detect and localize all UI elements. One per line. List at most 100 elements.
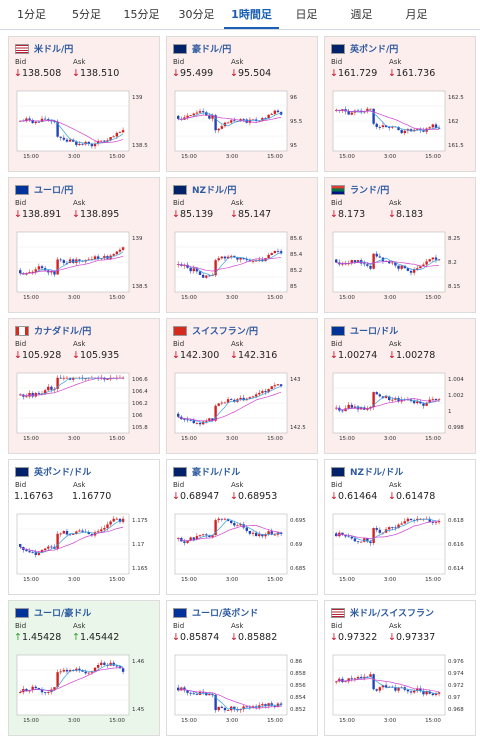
pair-link[interactable]: 英ポンド/ドル: [34, 468, 92, 478]
pair-link[interactable]: ランド/円: [350, 186, 390, 196]
mini-chart[interactable]: 96 95.5 95 15:00 3:00 15:00: [173, 89, 311, 161]
candle: [403, 130, 406, 134]
ask-price: ↓138.510: [72, 68, 130, 79]
rate-card[interactable]: 米ドル/スイスフラン Bid Ask ↓0.97322 ↓0.97337 0.976 0.9…: [324, 600, 476, 736]
pair-link[interactable]: ユーロ/円: [34, 186, 74, 196]
eu-flag-icon: [173, 607, 187, 618]
prices: ↓138.508 ↓138.510: [14, 68, 130, 79]
candle: [214, 260, 217, 276]
tab-0[interactable]: 1分足: [17, 8, 46, 21]
mini-chart[interactable]: 1.004 1.002 1 0.998 15:00 3:00 15:00: [331, 371, 469, 443]
candle: [198, 535, 202, 537]
pair-link[interactable]: ユーロ/ドル: [350, 327, 399, 337]
bid-ask-labels: Bid Ask: [331, 622, 447, 630]
card-title: 米ドル/スイスフラン: [331, 606, 434, 619]
candle: [75, 259, 78, 263]
mini-chart[interactable]: 0.86 0.858 0.856 0.854 0.852 15:00 3:00 15:00: [173, 653, 311, 725]
rate-card[interactable]: 豪ドル/ドル Bid Ask ↓0.68947 ↓0.68953 0.695 0.69 0.6…: [166, 459, 318, 595]
pair-link[interactable]: 豪ドル/円: [192, 45, 232, 55]
rate-card[interactable]: スイスフラン/円 Bid Ask ↓142.300 ↓142.316 143 142.5 15…: [166, 318, 318, 454]
bid-label: Bid: [173, 481, 185, 489]
candle: [388, 127, 391, 128]
rate-card[interactable]: ユーロ/ドル Bid Ask ↓1.00274 ↓1.00278 1.004 1.002 1 0…: [324, 318, 476, 454]
rate-card[interactable]: 英ポンド/円 Bid Ask ↓161.729 ↓161.736 162.5 162 161.…: [324, 36, 476, 172]
rate-card[interactable]: ユーロ/豪ドル Bid Ask ↑1.45428 ↑1.45442 1.46 1.45 15:…: [8, 600, 160, 736]
tab-1[interactable]: 5分足: [72, 8, 101, 21]
rate-card[interactable]: NZドル/円 Bid Ask ↓85.139 ↓85.147 85.6 85.4 85.2 85…: [166, 177, 318, 313]
candle: [279, 384, 283, 387]
candle: [90, 143, 94, 147]
candle: [198, 271, 202, 275]
tab-2[interactable]: 15分足: [123, 8, 160, 21]
bid-ask-labels: Bid Ask: [15, 58, 131, 66]
mini-chart[interactable]: 1.46 1.45 15:00 3:00 15:00: [15, 653, 153, 725]
candle: [434, 522, 438, 524]
candle: [394, 262, 397, 266]
candle: [121, 247, 125, 250]
rate-card[interactable]: ユーロ/円 Bid Ask ↓138.891 ↓138.895 139 138.5 15:00…: [8, 177, 160, 313]
tab-7[interactable]: 月足: [405, 8, 428, 21]
mini-chart[interactable]: 0.976 0.974 0.972 0.97 0.968 15:00 3:00 15:00: [331, 653, 469, 725]
tab-4[interactable]: 1時間足: [224, 0, 279, 29]
x-tick-label: 15:00: [339, 436, 355, 442]
pair-link[interactable]: NZドル/ドル: [350, 468, 404, 478]
candle: [251, 260, 255, 262]
candle: [363, 263, 366, 265]
x-tick-label: 3:00: [68, 295, 81, 301]
y-tick-label: 0.614: [448, 566, 464, 572]
candle: [419, 401, 422, 404]
rate-card[interactable]: ユーロ/英ポンド Bid Ask ↓0.85874 ↓0.85882 0.86 0.858 0…: [166, 600, 318, 736]
rate-card[interactable]: ランド/円 Bid Ask ↓8.173 ↓8.183 8.25 8.2 8.15 15:00 3…: [324, 177, 476, 313]
y-tick-label: 96: [290, 95, 297, 101]
candle: [397, 524, 400, 529]
pair-link[interactable]: 豪ドル/ドル: [192, 468, 241, 478]
mini-chart[interactable]: 0.618 0.616 0.614 15:00 3:00 15:00: [331, 512, 469, 584]
rate-card[interactable]: 豪ドル/円 Bid Ask ↓95.499 ↓95.504 96 95.5 95 15:00 3:…: [166, 36, 318, 172]
candle: [68, 534, 72, 536]
candle: [109, 521, 112, 525]
pair-link[interactable]: 米ドル/スイスフラン: [350, 609, 435, 619]
mini-chart[interactable]: 106.6 106.4 106.2 106 105.8 15:00 3:00 15:00: [15, 371, 153, 443]
mini-chart[interactable]: 1.175 1.17 1.165 15:00 3:00 15:00: [15, 512, 153, 584]
pair-link[interactable]: カナダドル/円: [34, 327, 92, 337]
candle: [118, 666, 122, 669]
candle: [96, 141, 100, 144]
pair-link[interactable]: NZドル/円: [192, 186, 237, 196]
pair-link[interactable]: スイスフラン/円: [192, 327, 259, 337]
candle: [226, 256, 230, 259]
mini-chart[interactable]: 162.5 162 161.5 15:00 3:00 15:00: [331, 89, 469, 161]
mini-chart[interactable]: 143 142.5 15:00 3:00 15:00: [173, 371, 311, 443]
candle: [37, 392, 41, 394]
rate-card[interactable]: カナダドル/円 Bid Ask ↓105.928 ↓105.935 106.6 106.4 1…: [8, 318, 160, 454]
rate-card[interactable]: 米ドル/円 Bid Ask ↓138.508 ↓138.510 139 138.5 15:00…: [8, 36, 160, 172]
pair-link[interactable]: 英ポンド/円: [350, 45, 399, 55]
pair-link[interactable]: ユーロ/英ポンド: [192, 609, 259, 619]
ask-label: Ask: [389, 622, 402, 630]
us-flag-icon: [331, 607, 345, 618]
candle: [425, 261, 428, 265]
candle: [397, 687, 400, 691]
mini-chart[interactable]: 85.6 85.4 85.2 85 15:00 3:00 15:00: [173, 230, 311, 302]
pair-link[interactable]: 米ドル/円: [34, 45, 74, 55]
candle: [391, 126, 394, 128]
bid-label: Bid: [173, 340, 185, 348]
moving-average-line: [178, 114, 282, 123]
pair-link[interactable]: ユーロ/豪ドル: [34, 609, 92, 619]
tab-6[interactable]: 週足: [350, 8, 373, 21]
candle: [201, 274, 205, 278]
rate-card[interactable]: 英ポンド/ドル Bid Ask 1.16763 1.16770 1.175 1.17 1.16…: [8, 459, 160, 595]
candle: [347, 536, 350, 538]
candle: [248, 397, 252, 399]
tab-3[interactable]: 30分足: [178, 8, 215, 21]
mini-chart[interactable]: 8.25 8.2 8.15 15:00 3:00 15:00: [331, 230, 469, 302]
candle: [233, 523, 236, 526]
ask-label: Ask: [73, 340, 86, 348]
rate-card[interactable]: NZドル/ドル Bid Ask ↓0.61464 ↓0.61478 0.618 0.616 0…: [324, 459, 476, 595]
mini-chart[interactable]: 0.695 0.69 0.685 15:00 3:00 15:00: [173, 512, 311, 584]
candle: [242, 257, 245, 260]
mini-chart[interactable]: 139 138.5 15:00 3:00 15:00: [15, 230, 153, 302]
x-tick-label: 15:00: [109, 295, 125, 301]
candle: [416, 401, 419, 404]
mini-chart[interactable]: 139 138.5 15:00 3:00 15:00: [15, 89, 153, 161]
tab-5[interactable]: 日足: [295, 8, 318, 21]
